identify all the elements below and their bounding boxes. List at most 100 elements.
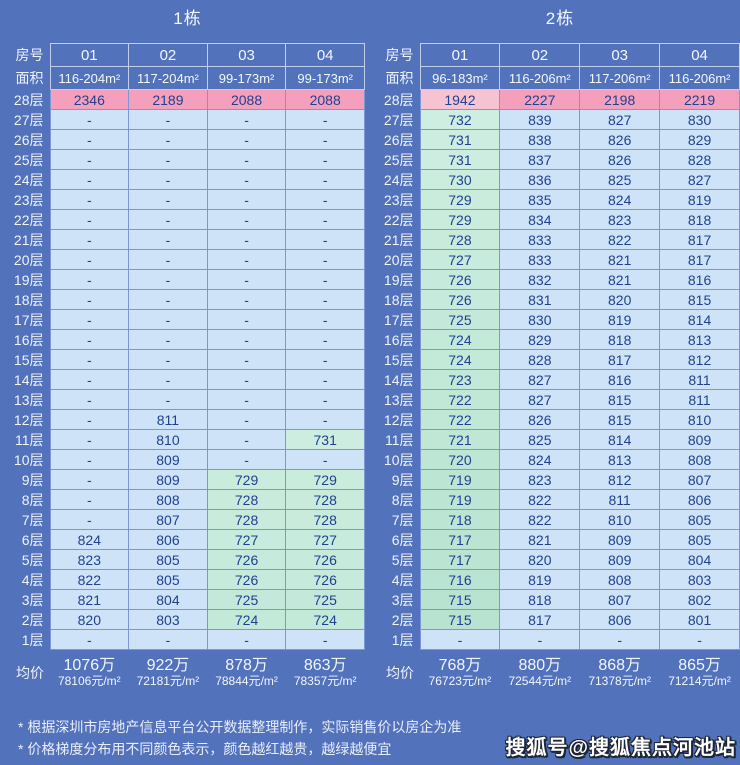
- price-cell: 812: [579, 469, 661, 490]
- price-cell: 817: [659, 249, 740, 270]
- floor-row: 24层 - - - -: [10, 169, 365, 190]
- price-cell: 817: [499, 609, 581, 630]
- floor-label: 24层: [383, 171, 414, 188]
- avg-price-per-sqm: 78357元/m²: [293, 674, 357, 689]
- price-cell: 822: [499, 489, 581, 510]
- room-header-cell: 01: [419, 43, 501, 67]
- floor-label: 3层: [391, 591, 414, 608]
- floor-row: 9层 719 823 812 807: [380, 469, 740, 490]
- price-cell: 811: [579, 489, 661, 510]
- floor-label: 5层: [391, 551, 414, 568]
- price-cell: 819: [499, 569, 581, 590]
- avg-row-label: 均价: [386, 664, 414, 681]
- room-header-cell: 03: [579, 43, 661, 67]
- area-header-cell: 116-206m²: [499, 66, 581, 90]
- area-header-cell: 96-183m²: [419, 66, 501, 90]
- floor-label: 15层: [383, 351, 414, 368]
- price-cell: -: [128, 249, 208, 270]
- floor-row: 5层 717 820 809 804: [380, 549, 740, 570]
- price-cell: 809: [659, 429, 740, 450]
- floor-row: 20层 727 833 821 817: [380, 249, 740, 270]
- price-cell: 816: [659, 269, 740, 290]
- floor-label: 13层: [13, 391, 44, 408]
- floor-row: 5层 823 805 726 726: [10, 549, 365, 570]
- price-cell: 719: [419, 469, 501, 490]
- price-cell: 824: [499, 449, 581, 470]
- avg-price-cell: 1076万 78106元/m²: [50, 650, 129, 697]
- price-cell: 813: [579, 449, 661, 470]
- price-cell: 830: [499, 309, 581, 330]
- floor-label: 23层: [13, 191, 44, 208]
- price-cell: 810: [579, 509, 661, 530]
- floor-label: 28层: [13, 91, 44, 108]
- price-cell: 805: [659, 529, 740, 550]
- avg-price-per-sqm: 78844元/m²: [215, 674, 278, 689]
- avg-price-wan: 878万: [225, 656, 268, 674]
- price-cell: 815: [579, 389, 661, 410]
- floor-label: 25层: [383, 151, 414, 168]
- floor-row: 17层 - - - -: [10, 309, 365, 330]
- footnote-source: * 根据深圳市房地产信息平台公开数据整理制作，实际销售价以房企为准: [18, 719, 462, 735]
- floor-row: 10层 -809- -: [10, 449, 365, 470]
- price-cell: 807: [659, 469, 740, 490]
- avg-price-cell: 922万 72181元/m²: [129, 650, 208, 697]
- floor-label: 14层: [383, 371, 414, 388]
- price-cell: 728: [419, 229, 501, 250]
- price-cell: -: [285, 329, 365, 350]
- price-cell: -: [49, 489, 130, 510]
- avg-price-per-sqm: 72544元/m²: [508, 674, 572, 689]
- price-cell: 722: [419, 409, 501, 430]
- floor-row: 2层 820 803 724 724: [10, 609, 365, 630]
- price-cell: 833: [499, 229, 581, 250]
- price-cell: 717: [419, 549, 501, 570]
- floor-row: 4层 822 805 726 726: [10, 569, 365, 590]
- price-cell: -: [206, 169, 287, 190]
- area-header-cell: 116-204m²: [49, 66, 130, 90]
- price-cell: -: [285, 249, 365, 270]
- floor-label: 8层: [21, 491, 44, 508]
- price-cell: 719: [419, 489, 501, 510]
- area-header-cell: 117-204m²: [128, 66, 208, 90]
- price-cell: -: [659, 629, 740, 650]
- footnotes: * 根据深圳市房地产信息平台公开数据整理制作，实际销售价以房企为准 * 价格梯度…: [18, 716, 740, 760]
- avg-price-cell: 868万 71378元/m²: [580, 650, 660, 697]
- price-cell: -: [206, 229, 287, 250]
- price-cell: 728: [206, 489, 287, 510]
- floor-row: 9层 -809 729 729: [10, 469, 365, 490]
- price-cell: -: [285, 169, 365, 190]
- price-cell: -: [285, 209, 365, 230]
- price-cell: -: [285, 229, 365, 250]
- price-cell: 805: [128, 569, 208, 590]
- floor-label: 10层: [383, 451, 414, 468]
- price-cell: 810: [659, 409, 740, 430]
- price-cell: 822: [49, 569, 130, 590]
- price-cell: 2198: [579, 89, 661, 110]
- floor-row: 6层 717 821 809 805: [380, 529, 740, 550]
- floor-row: 18层 - - - -: [10, 289, 365, 310]
- floor-row: 7层 718 822 810 805: [380, 509, 740, 530]
- price-cell: -: [206, 389, 287, 410]
- price-cell: -: [49, 509, 130, 530]
- price-cell: 723: [419, 369, 501, 390]
- price-cell: 717: [419, 529, 501, 550]
- price-cell: -: [206, 629, 287, 650]
- price-cell: 827: [579, 109, 661, 130]
- price-cell: 805: [659, 509, 740, 530]
- price-cell: -: [49, 449, 130, 470]
- floor-row: 4层 716 819 808 803: [380, 569, 740, 590]
- price-cell: 828: [499, 349, 581, 370]
- price-cell: -: [128, 269, 208, 290]
- price-cell: 820: [49, 609, 130, 630]
- floor-label: 9层: [391, 471, 414, 488]
- price-cell: 724: [419, 349, 501, 370]
- price-cell: -: [49, 349, 130, 370]
- floor-label: 16层: [383, 331, 414, 348]
- floor-label: 2层: [21, 611, 44, 628]
- price-cell: 727: [285, 529, 365, 550]
- room-row-label: 房号: [15, 47, 44, 63]
- floor-label: 26层: [383, 131, 414, 148]
- price-cell: 823: [49, 549, 130, 570]
- price-cell: 722: [419, 389, 501, 410]
- avg-price-wan: 1076万: [63, 656, 116, 674]
- price-cell: -: [206, 189, 287, 210]
